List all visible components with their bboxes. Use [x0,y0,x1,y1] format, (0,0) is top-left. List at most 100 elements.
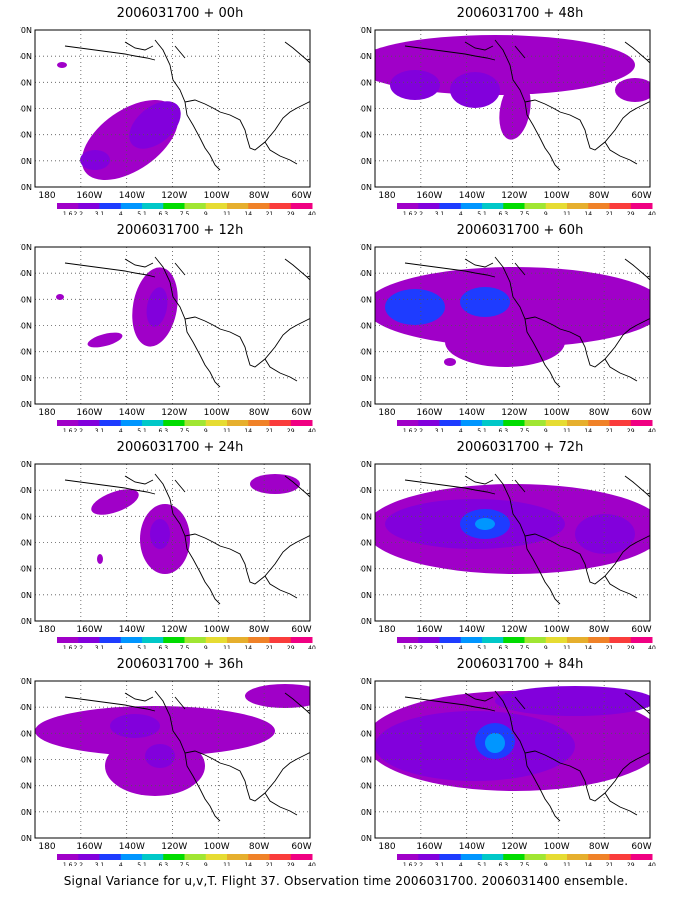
colorbar-label: 3.1 [435,211,445,215]
colorbar-swatch [142,203,164,209]
colorbar-label: 2.2 [413,428,423,432]
colorbar-label: 14 [244,645,252,649]
colorbar-swatch [630,203,653,209]
map-frame [34,29,311,188]
colorbar-swatch [205,854,228,860]
map-frame [34,463,311,622]
colorbar-label: 9 [544,862,548,866]
panel-title: 2006031700 + 00h [116,6,244,21]
colorbar-label: 40 [648,645,656,649]
colorbar-swatch [120,637,143,643]
colorbar-swatch [163,203,185,209]
coastline [404,256,650,388]
colorbar-label: 5.1 [137,428,147,432]
colorbar-swatch [78,203,100,209]
variance-contour [150,519,170,549]
coastline [64,39,310,171]
lon-tick-label: 140W [459,842,485,852]
colorbar-swatch [545,420,568,426]
colorbar-swatch [439,637,462,643]
colorbar-label: 14 [584,428,592,432]
lat-tick-label: 30N [20,348,32,357]
colorbar-label: 21 [266,645,274,649]
lon-tick-label: 140W [119,625,145,635]
colorbar-label: 5.1 [477,428,487,432]
map-frame [374,246,651,405]
colorbar-swatch [545,203,568,209]
variance-map: 70N 60N 50N 40N 30N 20N 10N 180 160W 140W 120W 100W… [20,26,316,215]
lat-tick-label: 50N [360,78,372,87]
colorbar-swatch [99,637,122,643]
colorbar-swatch [482,854,504,860]
colorbar-label: 4 [459,645,463,649]
lon-tick-label: 80W [589,625,609,635]
colorbar-swatch [567,203,589,209]
colorbar-swatch [269,420,292,426]
panel-title: 2006031700 + 48h [456,6,584,21]
colorbar-swatch [503,854,525,860]
colorbar-label: 40 [648,862,656,866]
colorbar-swatch [57,203,79,209]
colorbar-label: 29 [627,211,635,215]
colorbar-swatch [482,420,504,426]
variance-contour [444,358,456,366]
colorbar-swatch [588,420,610,426]
variance-contour [575,514,635,554]
colorbar-swatch [524,420,547,426]
lon-tick-label: 60W [291,191,311,201]
lat-tick-label: 40N [20,322,32,331]
lat-tick-label: 30N [360,782,372,791]
colorbar-label: 3.1 [95,428,105,432]
lat-tick-label: 20N [20,591,32,600]
colorbar-swatch [545,854,568,860]
colorbar-swatch [630,637,653,643]
colorbar-label: 4 [119,428,123,432]
lon-tick-label: 100W [204,842,230,852]
lat-tick-label: 60N [360,703,372,712]
colorbar-swatch [78,420,100,426]
lat-tick-label: 20N [360,591,372,600]
lat-tick-label: 40N [360,539,372,548]
colorbar-label: 40 [308,211,316,215]
coastline [404,473,650,605]
colorbar-swatch [588,203,610,209]
colorbar-label: 6.3 [158,211,168,215]
lon-tick-label: 160W [416,625,442,635]
colorbar-label: 5.1 [137,211,147,215]
colorbar-swatch [248,637,270,643]
variance-contour [57,62,67,68]
forecast-panel: 2006031700 + 84h 70N 60N 50N 40N 30N 20N 10N 180… [360,651,680,866]
variance-map: 70N 60N 50N 40N 30N 20N 10N 180 160W 140W 120W 100W… [20,460,316,649]
colorbar-swatch [99,854,122,860]
lon-tick-label: 100W [204,625,230,635]
colorbar-label: 3.1 [435,862,445,866]
lat-tick-label: 10N [20,400,32,409]
colorbar-label: 14 [584,211,592,215]
variance-map: 70N 60N 50N 40N 30N 20N 10N 180 160W 140W 120W 100W… [360,26,656,215]
colorbar-swatch [290,637,313,643]
colorbar-label: 2.2 [73,428,83,432]
colorbar-swatch [248,854,270,860]
lon-tick-label: 80W [249,191,269,201]
variance-map: 70N 60N 50N 40N 30N 20N 10N 180 160W 140W 120W 100W… [360,243,656,432]
colorbar-swatch [120,854,143,860]
colorbar-swatch [142,854,164,860]
forecast-panel: 2006031700 + 60h 70N 60N 50N 40N 30N 20N 10N 180… [360,217,680,432]
lon-tick-label: 180 [38,408,55,418]
lon-tick-label: 60W [631,842,651,852]
colorbar-swatch [269,637,292,643]
variance-contour [390,70,440,100]
colorbar-swatch [588,854,610,860]
lon-tick-label: 120W [161,408,187,418]
colorbar-swatch [57,637,79,643]
colorbar-swatch [290,854,313,860]
colorbar-swatch [205,203,228,209]
lat-tick-label: 60N [360,269,372,278]
variance-contour [110,714,160,738]
colorbar-swatch [57,854,79,860]
colorbar-swatch [120,420,143,426]
forecast-panel: 2006031700 + 48h 70N 60N 50N 40N 30N 20N 10N 180… [360,0,680,215]
lat-tick-label: 40N [360,756,372,765]
colorbar-label: 4 [119,211,123,215]
colorbar-swatch [78,854,100,860]
